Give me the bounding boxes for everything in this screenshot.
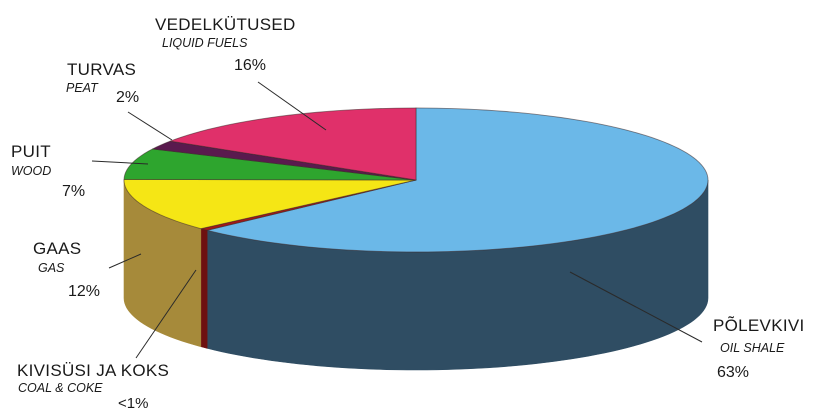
label-oil-shale: PÕLEVKIVI [713, 316, 805, 335]
side-coal-coke [200, 228, 208, 349]
value-peat: 2% [116, 89, 140, 106]
label-oil-shale-en: OIL SHALE [720, 341, 785, 355]
label-gas-en: GAS [38, 261, 65, 275]
leader-gas [108, 253, 142, 269]
value-gas: 12% [68, 283, 101, 300]
label-coal: KIVISÜSI JA KOKS [17, 361, 170, 380]
slice-gas [123, 178, 417, 230]
label-gas: GAAS [33, 239, 82, 258]
leader-coal [135, 269, 197, 359]
slice-wood [123, 148, 417, 181]
value-wood: 7% [62, 183, 86, 200]
leader-wood [91, 160, 149, 165]
pie-tops [123, 107, 709, 253]
slice-oil-shale [206, 107, 709, 253]
value-liquid-fuels: 16% [234, 57, 267, 74]
label-wood: PUIT [11, 142, 51, 161]
leader-peat [127, 111, 173, 141]
label-peat: TURVAS [67, 60, 137, 79]
leader-liquid-fuels [257, 81, 327, 131]
label-peat-en: PEAT [66, 81, 98, 95]
slice-liquid-fuels [169, 107, 417, 181]
leader-oil-shale [569, 271, 703, 343]
label-wood-en: WOOD [11, 164, 52, 178]
label-liquid-fuels: VEDELKÜTUSED [155, 15, 296, 34]
leader-lines [91, 81, 703, 359]
value-oil-shale: 63% [717, 364, 750, 381]
label-coal-en: COAL & COKE [18, 381, 103, 395]
label-liquid-fuels-en: LIQUID FUELS [162, 36, 248, 50]
value-coal: <1% [118, 395, 149, 412]
